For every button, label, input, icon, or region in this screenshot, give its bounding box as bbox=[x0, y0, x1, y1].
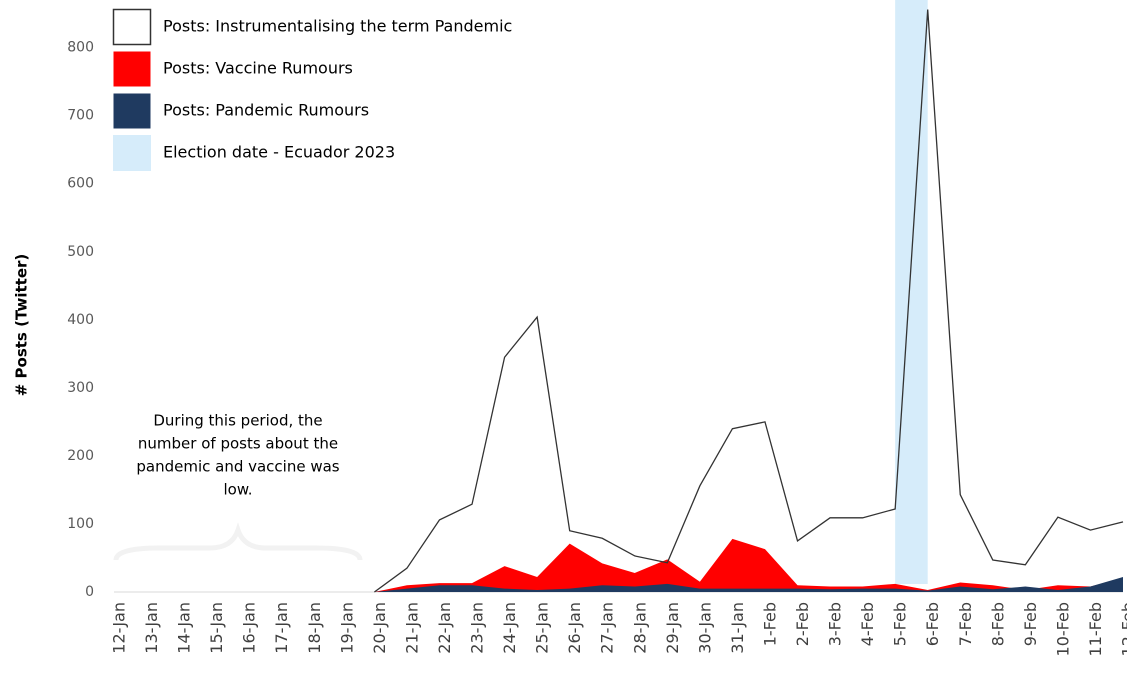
x-tick-label: 18-Jan bbox=[305, 602, 324, 654]
area bbox=[374, 577, 1123, 592]
annotation: pandemic and vaccine was bbox=[136, 458, 339, 476]
x-tick-label: 27-Jan bbox=[598, 602, 617, 654]
y-tick-label: 600 bbox=[67, 176, 94, 192]
area bbox=[374, 538, 1123, 592]
x-tick-label: 8-Feb bbox=[988, 602, 1007, 646]
legend-swatch bbox=[113, 93, 151, 129]
x-tick-label: 29-Jan bbox=[663, 602, 682, 654]
x-tick-label: 13-Jan bbox=[142, 602, 161, 654]
x-tick-label: 16-Jan bbox=[240, 602, 259, 654]
line bbox=[374, 9, 1124, 593]
annotation: number of posts about the bbox=[138, 435, 338, 453]
x-tick-label: 28-Jan bbox=[630, 602, 649, 654]
legend-swatch bbox=[112, 8, 152, 46]
x-tick-label: 22-Jan bbox=[435, 602, 454, 654]
x-tick-label: 1-Feb bbox=[760, 602, 779, 646]
x-tick-label: 23-Jan bbox=[468, 602, 487, 654]
brace bbox=[113, 522, 363, 561]
x-tick-label: 3-Feb bbox=[826, 602, 845, 646]
y-tick-label: 400 bbox=[67, 312, 94, 328]
x-tick-label: 20-Jan bbox=[370, 602, 389, 654]
annotation: low. bbox=[223, 481, 252, 499]
x-tick-label: 30-Jan bbox=[695, 602, 714, 654]
legend-label: Posts: Pandemic Rumours bbox=[163, 101, 369, 120]
x-tick-label: 10-Feb bbox=[1053, 602, 1072, 656]
x-tick-label: 6-Feb bbox=[923, 602, 942, 646]
x-tick-label: 2-Feb bbox=[793, 602, 812, 646]
x-tick-label: 31-Jan bbox=[728, 602, 747, 654]
y-tick-label: 800 bbox=[67, 40, 94, 56]
legend-label: Posts: Vaccine Rumours bbox=[163, 59, 353, 78]
y-tick-label: 200 bbox=[67, 448, 94, 464]
annotation: During this period, the bbox=[153, 412, 322, 430]
x-tick-label: 5-Feb bbox=[891, 602, 910, 646]
x-tick-label: 25-Jan bbox=[533, 602, 552, 654]
x-tick-label: 11-Feb bbox=[1086, 602, 1105, 656]
x-tick-label: 21-Jan bbox=[402, 602, 421, 654]
legend-swatch bbox=[113, 51, 151, 87]
x-tick-label: 12-Feb bbox=[1119, 602, 1127, 656]
legend-swatch bbox=[113, 135, 151, 171]
x-tick-label: 9-Feb bbox=[1021, 602, 1040, 646]
y-tick-label: 700 bbox=[67, 108, 94, 124]
x-tick-label: 7-Feb bbox=[956, 602, 975, 646]
y-tick-label: 0 bbox=[85, 584, 94, 600]
legend-label: Election date - Ecuador 2023 bbox=[163, 143, 395, 162]
y-axis-label: # Posts (Twitter) bbox=[13, 254, 31, 397]
y-tick-label: 300 bbox=[67, 380, 94, 396]
x-tick-label: 24-Jan bbox=[500, 602, 519, 654]
x-tick-label: 4-Feb bbox=[858, 602, 877, 646]
x-tick-label: 12-Jan bbox=[110, 602, 129, 654]
legend-label: Posts: Instrumentalising the term Pandem… bbox=[163, 17, 512, 36]
x-tick-label: 19-Jan bbox=[337, 602, 356, 654]
area bbox=[374, 9, 1123, 593]
y-tick-label: 100 bbox=[67, 516, 94, 532]
x-tick-label: 15-Jan bbox=[207, 602, 226, 654]
y-tick-label: 500 bbox=[67, 244, 94, 260]
x-tick-label: 14-Jan bbox=[175, 602, 194, 654]
x-tick-label: 26-Jan bbox=[565, 602, 584, 654]
x-tick-label: 17-Jan bbox=[272, 602, 291, 654]
